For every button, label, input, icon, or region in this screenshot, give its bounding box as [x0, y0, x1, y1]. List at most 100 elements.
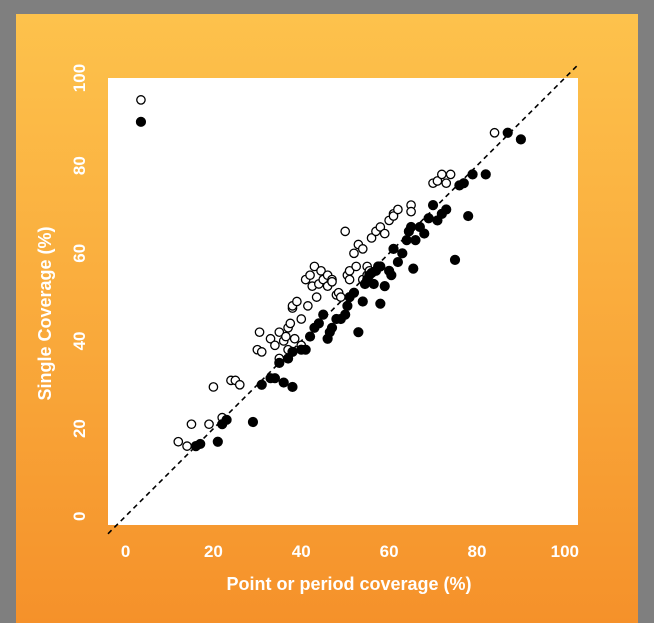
filled-point	[274, 357, 285, 368]
filled-point	[342, 300, 353, 311]
open-point	[393, 204, 403, 215]
open-point	[208, 382, 219, 392]
x-axis-title: Point or period coverage (%)	[226, 574, 471, 594]
x-tick-label: 100	[551, 542, 579, 561]
open-point	[375, 222, 386, 232]
open-point	[274, 327, 285, 338]
filled-point	[313, 318, 324, 329]
open-point	[327, 276, 337, 287]
filled-point	[502, 127, 513, 138]
open-point	[340, 226, 351, 237]
filled-point	[441, 204, 452, 215]
filled-point	[410, 235, 421, 246]
filled-point	[212, 436, 223, 447]
open-point	[311, 292, 322, 302]
open-point	[489, 127, 500, 138]
filled-point	[300, 344, 311, 355]
data-points	[135, 95, 526, 452]
open-point	[173, 436, 184, 447]
filled-point	[408, 263, 419, 274]
x-tick-label: 40	[292, 542, 311, 561]
filled-point	[269, 373, 281, 384]
y-tick-label: 20	[70, 419, 89, 438]
open-point	[265, 333, 276, 344]
open-point	[316, 265, 326, 276]
filled-point	[397, 248, 408, 259]
filled-point	[304, 331, 316, 342]
y-tick-labels: 0 20 40 60 80 100	[70, 64, 89, 521]
open-point	[256, 347, 267, 357]
y-tick-label: 60	[70, 244, 89, 263]
open-point	[357, 244, 368, 254]
filled-point	[419, 228, 430, 239]
x-tick-label: 80	[468, 542, 487, 561]
filled-point	[388, 243, 399, 255]
filled-point	[480, 169, 491, 180]
x-tick-label: 20	[204, 542, 223, 561]
open-point	[379, 228, 390, 239]
open-point	[436, 169, 447, 180]
filled-point	[379, 281, 390, 292]
filled-point	[463, 210, 474, 222]
x-tick-label: 60	[380, 542, 399, 561]
y-tick-label: 0	[70, 512, 89, 521]
top-strip	[0, 0, 654, 14]
reference-line	[107, 64, 579, 535]
filled-point	[405, 221, 417, 233]
filled-point	[287, 381, 298, 393]
filled-point	[423, 213, 434, 224]
open-point	[445, 169, 456, 180]
open-point	[182, 441, 192, 451]
open-point	[366, 233, 377, 243]
y-axis-title: Single Coverage (%)	[35, 226, 55, 400]
plot-area	[108, 78, 578, 525]
filled-point	[401, 235, 412, 246]
open-point	[296, 314, 307, 324]
filled-point	[368, 278, 379, 290]
open-point	[254, 327, 265, 338]
filled-point	[256, 379, 267, 390]
x-tick-labels: 0 20 40 60 80 100	[121, 542, 579, 561]
open-point	[204, 419, 214, 430]
filled-point	[340, 309, 351, 320]
open-point	[136, 95, 146, 105]
filled-point	[318, 309, 329, 320]
filled-point	[326, 322, 338, 333]
open-point	[285, 318, 296, 329]
open-point	[388, 211, 399, 221]
filled-point	[375, 298, 386, 309]
filled-point	[467, 169, 478, 180]
y-tick-label: 80	[70, 156, 89, 175]
open-point	[432, 176, 443, 186]
open-point	[335, 292, 346, 302]
filled-point	[278, 377, 289, 388]
open-point	[441, 178, 452, 189]
filled-point	[221, 414, 232, 425]
filled-point	[247, 416, 259, 428]
y-tick-label: 100	[70, 64, 89, 92]
open-point	[309, 261, 320, 272]
open-point	[351, 261, 362, 272]
open-point	[270, 340, 280, 351]
filled-point	[195, 438, 206, 450]
filled-point	[449, 254, 461, 265]
open-point	[303, 301, 313, 311]
filled-point	[515, 134, 526, 145]
filled-point	[427, 199, 439, 211]
y-tick-label: 40	[70, 331, 89, 350]
filled-point	[348, 287, 360, 298]
filled-point	[392, 256, 404, 268]
open-point	[289, 333, 300, 344]
filled-point	[287, 346, 298, 357]
open-point	[406, 206, 416, 217]
open-point	[234, 379, 245, 390]
filled-point	[353, 327, 364, 338]
open-point	[305, 270, 315, 281]
filled-point	[375, 261, 386, 272]
x-tick-label: 0	[121, 542, 130, 561]
open-point	[281, 331, 291, 342]
filled-point	[135, 116, 147, 127]
filled-point	[357, 296, 368, 307]
filled-point	[386, 270, 397, 281]
